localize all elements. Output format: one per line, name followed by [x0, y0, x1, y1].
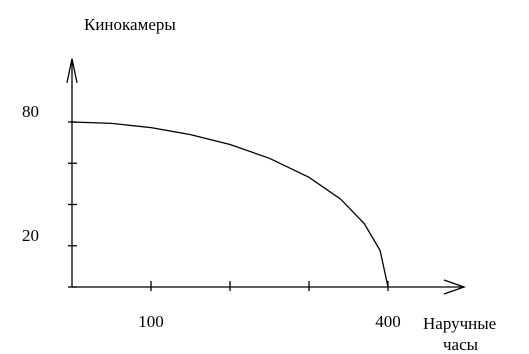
y-tick-label: 80 [22, 102, 39, 121]
x-tick-label: 400 [375, 312, 401, 331]
ticks: 100 400 20 80 [22, 102, 401, 331]
y-axis-label: Кинокамеры [84, 15, 176, 34]
labels: Кинокамеры Наручные часы [84, 15, 496, 354]
x-axis-arrow [443, 279, 466, 295]
axes [66, 58, 466, 295]
x-axis-label-line-1: Наручные [423, 314, 496, 333]
y-tick-label: 20 [22, 226, 39, 245]
x-axis-label-line-2: часы [443, 335, 479, 354]
y-axis-arrow [66, 58, 78, 83]
x-tick-label: 100 [138, 312, 164, 331]
series-line-0 [71, 121, 389, 288]
plot-area [71, 121, 389, 288]
